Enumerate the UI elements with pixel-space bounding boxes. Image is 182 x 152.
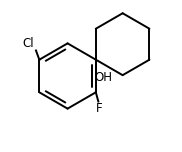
Text: OH: OH <box>94 71 112 84</box>
Text: F: F <box>96 102 102 115</box>
Text: Cl: Cl <box>23 37 34 50</box>
